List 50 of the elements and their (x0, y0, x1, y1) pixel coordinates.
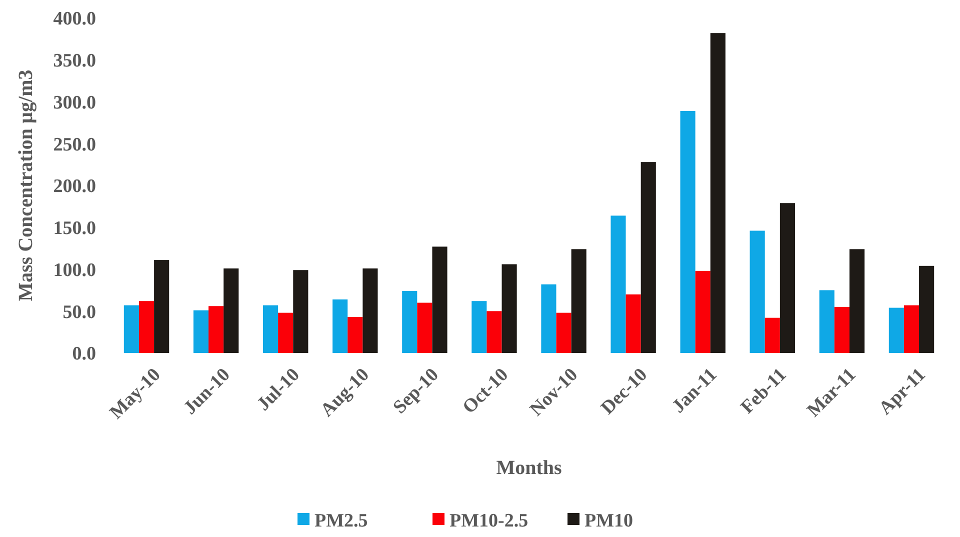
bar (710, 33, 726, 353)
bar (919, 266, 934, 353)
bar (208, 306, 224, 353)
legend-label: PM10 (584, 510, 634, 532)
bar (472, 301, 487, 353)
bar (154, 260, 170, 353)
bar (262, 305, 278, 353)
bar (278, 312, 294, 353)
bar (819, 290, 834, 353)
legend-label: PM2.5 (314, 510, 368, 532)
bar (626, 294, 641, 353)
bar (138, 301, 154, 353)
y-tick-label: 150.0 (53, 218, 96, 240)
bar (193, 310, 209, 353)
bar (417, 302, 432, 353)
bar (362, 268, 378, 353)
x-axis-title: Months (496, 457, 562, 479)
bar (571, 249, 586, 353)
bar (293, 270, 308, 353)
bar (432, 246, 448, 353)
bar (348, 316, 363, 353)
bar (486, 311, 502, 353)
bar (904, 305, 920, 353)
bar (695, 270, 710, 353)
bar (680, 110, 696, 353)
bar (402, 291, 418, 353)
bar (541, 284, 556, 353)
bar (556, 312, 572, 353)
y-axis-title: Mass Concentration µg/m3 (15, 70, 37, 302)
bar (764, 318, 780, 353)
bar (849, 249, 865, 353)
bar (502, 264, 517, 353)
y-tick-label: 100.0 (53, 260, 96, 281)
y-tick-label: 350.0 (53, 50, 96, 72)
bar (780, 203, 796, 353)
y-tick-label: 250.0 (53, 134, 96, 156)
y-tick-label: 50.0 (62, 302, 96, 323)
bar (332, 299, 348, 353)
legend-label: PM10-2.5 (450, 510, 528, 532)
y-tick-label: 300.0 (53, 92, 96, 114)
y-tick-label: 400.0 (53, 8, 96, 30)
bar (750, 230, 765, 353)
y-tick-label: 200.0 (53, 176, 96, 198)
bar (888, 308, 904, 353)
bar (834, 306, 850, 353)
bar (124, 305, 139, 353)
bar (224, 268, 239, 353)
y-tick-label: 0.0 (72, 344, 96, 365)
bar (610, 216, 626, 353)
bar (640, 162, 656, 353)
